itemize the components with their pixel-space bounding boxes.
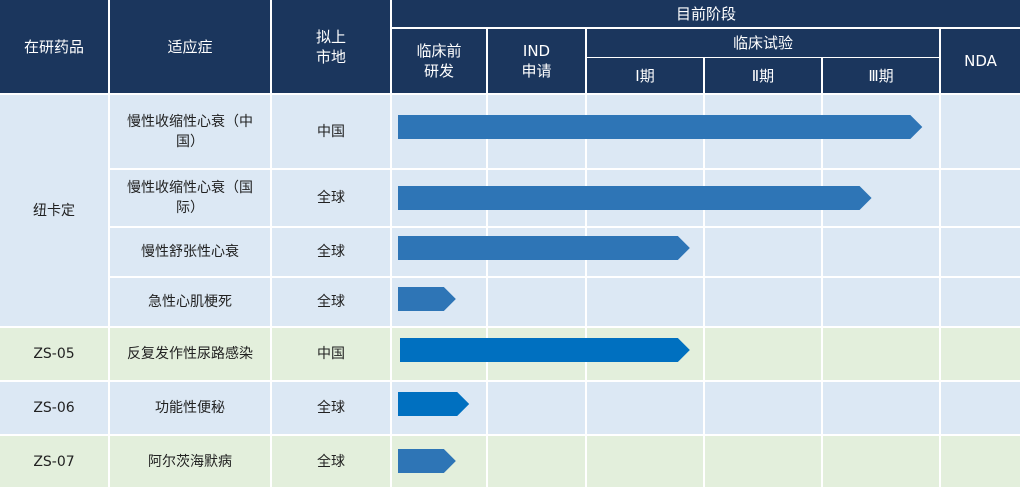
indication-cell: 反复发作性尿路感染 xyxy=(127,346,253,362)
header-stage-phase3: Ⅲ期 xyxy=(823,58,939,93)
product-name: ZS-06 xyxy=(33,400,75,416)
group-bg-zs07 xyxy=(0,435,1020,487)
market-cell: 全球 xyxy=(317,453,345,470)
indication-cell: 慢性收缩性心衰（国 际） xyxy=(127,180,253,216)
col-divider xyxy=(703,95,705,487)
header-current-stage: 目前阶段 xyxy=(392,0,1020,27)
header-stage-nda: NDA xyxy=(941,29,1020,93)
header-market: 拟上 市地 xyxy=(272,0,390,93)
indication-cell: 功能性便秘 xyxy=(155,400,225,416)
header-clinical-trial: 临床试验 xyxy=(587,29,939,57)
market-cell: 全球 xyxy=(317,190,345,206)
group-bg-zs06 xyxy=(0,381,1020,435)
row-divider xyxy=(108,276,1020,278)
progress-bar xyxy=(398,392,470,416)
header-indication: 适应症 xyxy=(110,0,270,93)
indication-cell: 慢性舒张性心衰 xyxy=(141,244,239,260)
header-product: 在研药品 xyxy=(0,0,108,93)
col-divider xyxy=(390,95,392,487)
market-cell: 全球 xyxy=(317,244,345,260)
progress-bar xyxy=(398,449,456,473)
header-stage-phase1: Ⅰ期 xyxy=(587,58,703,93)
progress-bar xyxy=(398,186,872,210)
row-divider xyxy=(108,168,1020,170)
progress-bar xyxy=(398,287,456,311)
col-divider xyxy=(108,95,110,487)
market-cell: 中国 xyxy=(317,123,345,140)
row-divider xyxy=(0,380,1020,382)
col-divider xyxy=(939,95,941,487)
product-name: ZS-07 xyxy=(33,453,75,470)
header-stage-preclinical: 临床前 研发 xyxy=(392,29,486,93)
row-divider xyxy=(108,226,1020,228)
indication-cell: 急性心肌梗死 xyxy=(148,294,232,310)
market-cell: 中国 xyxy=(317,346,345,362)
header-stage-phase2: Ⅱ期 xyxy=(705,58,821,93)
product-name: ZS-05 xyxy=(33,346,75,362)
row-divider xyxy=(0,434,1020,436)
col-divider xyxy=(270,95,272,487)
product-name: 纽卡定 xyxy=(33,203,75,219)
indication-cell: 慢性收缩性心衰（中 国） xyxy=(127,113,253,150)
progress-bar xyxy=(400,338,690,362)
market-cell: 全球 xyxy=(317,400,345,416)
col-divider xyxy=(821,95,823,487)
progress-bar xyxy=(398,115,923,139)
row-divider xyxy=(0,326,1020,328)
market-cell: 全球 xyxy=(317,294,345,310)
col-divider xyxy=(486,95,488,487)
col-divider xyxy=(585,95,587,487)
progress-bar xyxy=(398,236,690,260)
indication-cell: 阿尔茨海默病 xyxy=(148,453,232,470)
header-stage-ind: IND 申请 xyxy=(488,29,585,93)
